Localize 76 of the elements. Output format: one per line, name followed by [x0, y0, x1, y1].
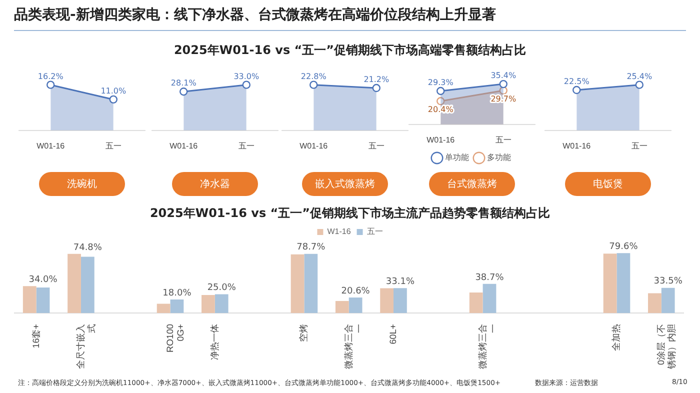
data-label: 25.4%: [626, 72, 652, 81]
x-tick-label: 净热一体: [209, 324, 220, 360]
bar: [290, 254, 304, 313]
data-label: 78.7%: [296, 242, 326, 253]
point: [499, 80, 508, 88]
bar: [380, 288, 394, 313]
data-label: 33.1%: [386, 276, 415, 287]
data-label: 38.7%: [475, 272, 504, 283]
legend-label: 多功能: [487, 153, 511, 162]
bar: [482, 284, 496, 313]
text: 品类表现-新增四类家电：线下净水器、台式微蒸烤在高端价位段结构上升显著: [14, 6, 496, 24]
bar: [80, 256, 94, 313]
bar: [648, 293, 662, 313]
data-label: 22.8%: [300, 72, 327, 81]
x-tick-label: 五一: [368, 141, 384, 150]
x-tick-label: 五一: [105, 141, 122, 150]
legend-label: W1-16: [327, 227, 352, 236]
data-label: 11.0%: [100, 86, 126, 96]
bar: [469, 292, 483, 313]
data-label: 18.0%: [162, 288, 192, 298]
data-label: 22.5%: [564, 77, 590, 86]
bar: [170, 299, 184, 313]
bar: [22, 286, 36, 313]
data-label: 79.6%: [609, 242, 638, 252]
x-axis-title: 电饭煲: [565, 172, 651, 196]
bar: [214, 294, 228, 313]
chart-title: 2025年W01-16 vs “五一”促销期线下市场主流产品趋势零售额结构占比: [148, 205, 552, 222]
x-tick-label: RO1000G+: [164, 324, 186, 353]
point: [436, 97, 445, 106]
bar: [335, 300, 349, 313]
bar: [348, 298, 362, 313]
data-label: 16.2%: [38, 72, 64, 81]
data-label: 29.7%: [490, 94, 516, 104]
x-tick-label: W01-16: [426, 135, 456, 144]
data-label: 74.8%: [73, 242, 102, 253]
data-label: 35.4%: [490, 71, 516, 80]
x-tick-label: W01-16: [36, 141, 66, 150]
bar: [156, 304, 170, 313]
x-axis-title: 洗碗机: [39, 172, 125, 196]
x-tick-label: 16套+: [30, 324, 41, 348]
x-tick-label: 全加热: [611, 324, 622, 351]
x-tick-label: 全尺寸嵌入式: [75, 324, 96, 369]
data-label: 33.0%: [234, 72, 260, 81]
x-axis-title: 台式微蒸烤: [429, 172, 515, 196]
x-tick-label: 0涂层（不锈钢）内胆: [656, 324, 677, 370]
bar: [304, 254, 318, 313]
data-label: 20.4%: [428, 105, 454, 114]
data-label: 34.0%: [28, 274, 58, 285]
x-tick-label: 微蒸烤三合一: [477, 324, 498, 369]
legend-label: 单功能: [445, 153, 469, 162]
bar: [616, 253, 630, 313]
data-label: 33.5%: [654, 276, 683, 287]
x-tick-label: W01-16: [170, 141, 198, 150]
x-axis-title: 净水器: [172, 172, 258, 196]
x-tick-label: 五一: [631, 141, 648, 150]
chart-title: 2025年W01-16 vs “五一”促销期线下市场高端零售额结构占比: [172, 42, 528, 59]
x-tick-label: 五一: [238, 141, 254, 150]
x-tick-label: 空烤: [298, 324, 309, 342]
x-tick-label: 微蒸烤三合一: [343, 324, 364, 369]
data-label: 20.6%: [341, 286, 370, 296]
data-label: 25.0%: [207, 283, 236, 294]
bar: [36, 287, 50, 313]
bar: [661, 288, 675, 313]
bar: [603, 254, 617, 313]
bar: [202, 294, 215, 313]
x-tick-label: W01-16: [562, 141, 592, 150]
bar: [68, 254, 81, 313]
bar: [394, 288, 407, 313]
data-label: 28.1%: [170, 78, 197, 88]
x-tick-label: 60L+: [388, 324, 398, 344]
x-axis-title: 嵌入式微蒸烤: [302, 172, 388, 196]
legend-label: 五一: [366, 227, 383, 236]
point: [436, 86, 445, 96]
data-label: 21.2%: [364, 75, 390, 84]
x-tick-label: W01-16: [300, 141, 328, 150]
data-label: 29.3%: [428, 78, 454, 88]
